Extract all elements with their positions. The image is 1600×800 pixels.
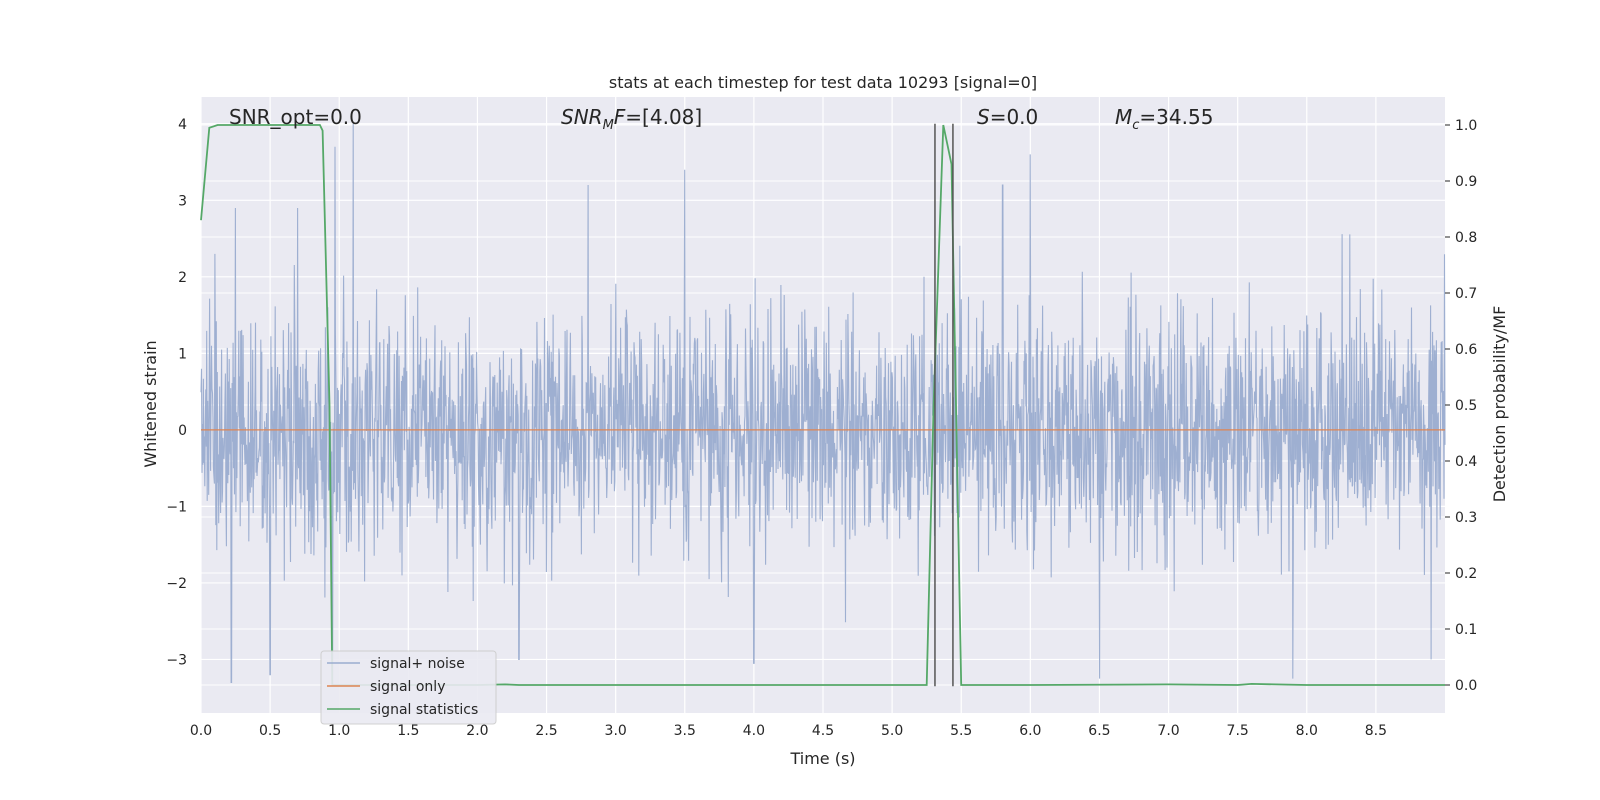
legend: signal+ noise signal only signal statist… [320,650,497,725]
y-left-tick-label: −2 [166,576,187,592]
y-left-tick-label: −3 [166,652,187,668]
x-tick-label: 8.5 [1365,723,1387,739]
legend-label-noise: signal+ noise [370,656,465,672]
y-axis-label-left: Whitened strain [141,340,160,467]
x-tick-label: 6.0 [1019,723,1041,739]
marker-lines [934,123,954,687]
x-tick-label: 3.0 [605,723,627,739]
y-right-tick-label: 0.3 [1455,510,1477,526]
y-left-tick-label: 4 [178,117,187,133]
x-tick-label: 4.5 [812,723,834,739]
x-axis-label: Time (s) [789,749,855,768]
y-right-tick-label: 0.4 [1455,454,1477,470]
signal-statistics-series [200,124,1445,686]
x-tick-label: 5.0 [881,723,903,739]
legend-box [320,650,497,725]
x-tick-label: 7.5 [1227,723,1249,739]
x-tick-label: 8.0 [1296,723,1318,739]
x-tick-label: 6.5 [1088,723,1110,739]
x-tick-label: 5.5 [950,723,972,739]
y-axis-label-right: Detection probability/MF [1490,306,1509,503]
x-tick-label: 7.0 [1157,723,1179,739]
y-right-tick-label: 0.0 [1455,678,1477,694]
x-tick-label: 0.0 [190,723,212,739]
annotation-s: S=0.0 [977,105,1038,129]
annotation-snr-opt: SNR_opt=0.0 [229,105,362,129]
y-right-tick-label: 0.9 [1455,174,1477,190]
x-tick-label: 1.5 [397,723,419,739]
legend-label-stats: signal statistics [370,702,478,718]
annotation-snr-mf: SNRMF=[4.08] [561,105,702,133]
signal-statistics-line [200,124,1445,686]
x-tick-label: 0.5 [259,723,281,739]
y-left-tick-label: 2 [178,270,187,286]
y-right-tick-label: 0.8 [1455,230,1477,246]
legend-label-signal: signal only [370,679,445,695]
annotation-mc: Mc=34.55 [1115,105,1213,133]
y-right-tick-label: 0.6 [1455,342,1477,358]
x-tick-label: 2.5 [535,723,557,739]
signal-noise-series [200,123,1446,683]
y-right-tick-labels: 0.0 0.1 0.2 0.3 0.4 0.5 0.6 0.7 0.8 0.9 1.0 [1445,118,1477,694]
y-left-tick-label: 3 [178,193,187,209]
y-left-tick-label: 0 [178,423,187,439]
x-tick-label: 3.5 [674,723,696,739]
x-tick-label: 1.0 [328,723,350,739]
signal-noise-line [200,123,1446,683]
y-left-tick-label: 1 [178,346,187,362]
y-left-tick-labels: −3 −2 −1 0 1 2 3 4 [166,117,187,669]
y-left-tick-label: −1 [166,499,187,515]
y-right-tick-label: 0.5 [1455,398,1477,414]
x-tick-label: 4.0 [743,723,765,739]
y-right-tick-label: 0.7 [1455,286,1477,302]
y-right-tick-label: 1.0 [1455,118,1477,134]
y-right-tick-label: 0.2 [1455,566,1477,582]
y-right-tick-label: 0.1 [1455,622,1477,638]
x-tick-labels: 0.0 0.5 1.0 1.5 2.0 2.5 3.0 3.5 4.0 4.5 5.0 5.5 6.0 6… [190,723,1387,739]
x-tick-label: 2.0 [466,723,488,739]
chart-title: stats at each timestep for test data 102… [609,73,1037,92]
